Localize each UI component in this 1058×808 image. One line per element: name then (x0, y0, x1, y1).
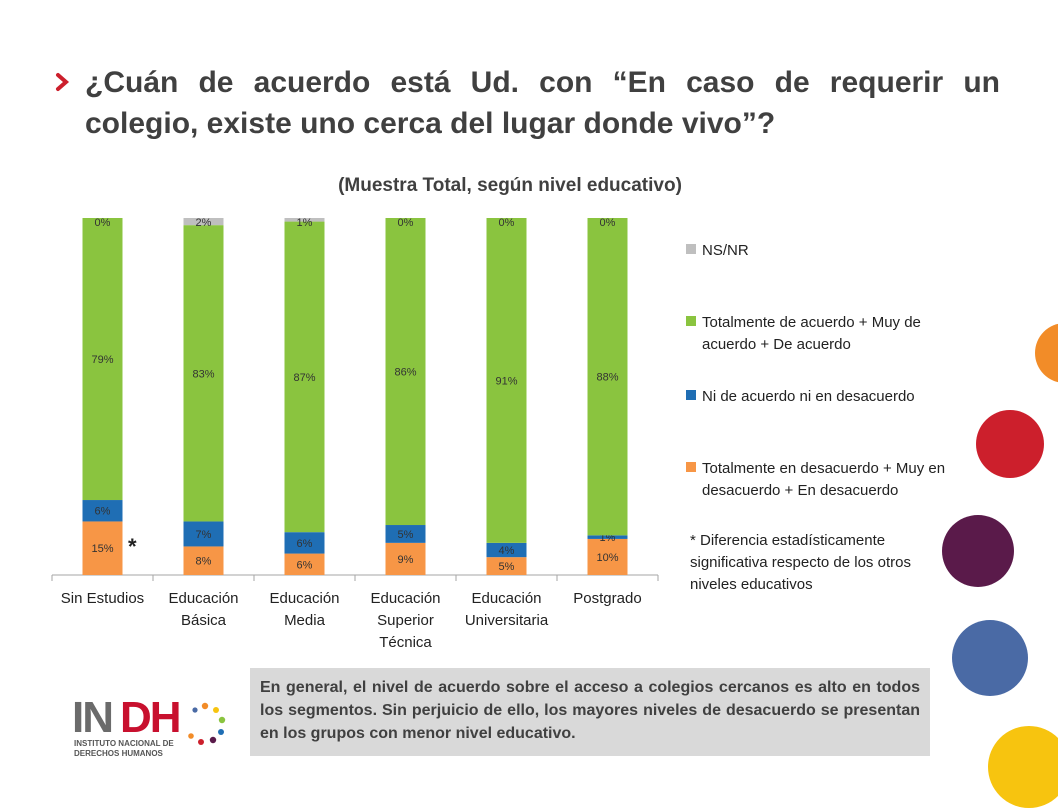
bar-segment (82, 521, 123, 575)
decor-circle-red (976, 410, 1044, 478)
bar-segment (284, 218, 325, 222)
data-label: 0% (95, 217, 111, 229)
bar-segment (587, 218, 628, 536)
x-tick-label: Educación (370, 590, 440, 607)
data-label: 15% (91, 543, 113, 555)
bar-segment (183, 546, 224, 575)
decor-circle-orange (1035, 323, 1058, 383)
bar-segment (385, 542, 426, 575)
logo-line1: INSTITUTO NACIONAL DE (74, 739, 174, 748)
data-label: 5% (398, 529, 414, 541)
bar-segment (587, 538, 628, 575)
logo-line2: DERECHOS HUMANOS (74, 749, 164, 758)
data-label: 6% (95, 506, 111, 518)
data-label: 0% (398, 217, 414, 229)
x-tick-label: Educación (269, 590, 339, 607)
bar-segment (284, 221, 325, 533)
x-tick-label: Universitaria (465, 612, 549, 629)
bar-segment (284, 532, 325, 554)
decor-circle-blue (952, 620, 1028, 696)
bar-segment (385, 218, 426, 526)
data-label: 0% (600, 217, 616, 229)
x-tick-label: Postgrado (573, 590, 641, 607)
bar-segment (587, 535, 628, 539)
x-tick-label: Educación (471, 590, 541, 607)
indh-logo-graphic: IN DH INSTITUTO NACIONAL DE DERECHOS HUM… (72, 693, 226, 758)
data-label: 79% (91, 354, 113, 366)
x-tick-label: Media (284, 612, 326, 629)
significance-note: * Diferencia estadísticamente significat… (690, 532, 911, 593)
bar-segment (183, 521, 224, 547)
data-label: 1% (297, 217, 313, 229)
logo-dots (188, 702, 226, 745)
data-label: 86% (394, 367, 416, 379)
bar-segment (486, 218, 527, 543)
x-tick-label: Técnica (379, 634, 432, 651)
x-tick-label: Superior (377, 612, 434, 629)
data-label: 5% (499, 561, 515, 573)
data-label: 91% (495, 375, 517, 387)
summary-box: En general, el nivel de acuerdo sobre el… (250, 668, 930, 756)
bar-segment (385, 525, 426, 543)
legend-label: NS/NR (702, 242, 749, 259)
bar-segment (486, 542, 527, 558)
page-title: ¿Cuán de acuerdo está Ud. con “En caso d… (85, 66, 1000, 140)
legend-label: Totalmente de acuerdo + Muy de acuerdo +… (702, 314, 921, 353)
data-label: 0% (499, 217, 515, 229)
legend-swatch (686, 462, 696, 472)
data-label: 6% (297, 538, 313, 550)
decor-circle-purple (942, 515, 1014, 587)
bar-segment (183, 218, 224, 226)
stacked-bar-chart: 15% 6% 79% 0% Sin Estudios 8% 7% 83% 2% Educación… (51, 217, 659, 651)
bar-segment (486, 557, 527, 575)
data-label: 87% (293, 372, 315, 384)
legend-swatch (686, 244, 696, 254)
data-label: 9% (398, 554, 414, 566)
data-label: 7% (196, 529, 212, 541)
data-label: 8% (196, 556, 212, 568)
legend-swatch (686, 390, 696, 400)
logo-wordmark-ind: IN (72, 693, 112, 742)
bar-segment (82, 500, 123, 522)
logo-wordmark-dh: DH (120, 693, 180, 742)
data-label: 6% (297, 559, 313, 571)
data-label: 83% (192, 368, 214, 380)
chart-subtitle: (Muestra Total, según nivel educativo) (338, 175, 682, 196)
significance-asterisk: * (128, 534, 137, 559)
x-tick-label: Sin Estudios (61, 590, 144, 607)
data-label: 10% (596, 552, 618, 564)
x-tick-label: Básica (181, 612, 227, 629)
bar-segment (284, 553, 325, 575)
legend-swatch (686, 316, 696, 326)
chevron-right-icon (56, 73, 70, 91)
data-label: 88% (596, 372, 618, 384)
decor-circle-yellow (988, 726, 1058, 808)
data-label: 2% (196, 217, 212, 229)
data-label: 4% (499, 545, 515, 557)
bar-segment (183, 225, 224, 522)
legend-label: Ni de acuerdo ni en desacuerdo (702, 388, 915, 405)
bar-segment (82, 218, 123, 501)
indh-logo: IN DH INSTITUTO NACIONAL DE DERECHOS HUM… (70, 690, 240, 762)
legend-label: Totalmente en desacuerdo + Muy en desacu… (702, 460, 946, 499)
x-tick-label: Educación (168, 590, 238, 607)
